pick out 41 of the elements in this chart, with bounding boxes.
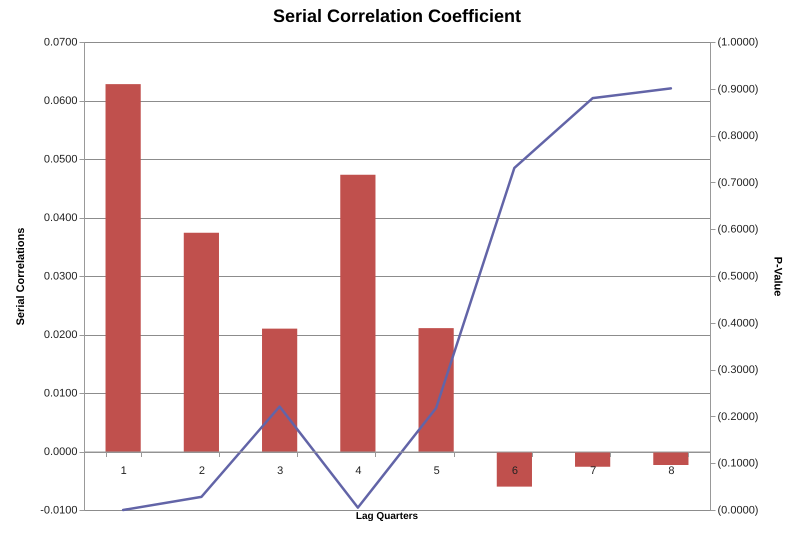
y-tick-label: 0.0400 [44,212,78,224]
bar [184,232,219,452]
y-tick-label: 0.0200 [44,329,78,341]
bar [418,328,454,452]
y2-tick-label: (0.9000) [718,83,758,96]
y-tick-label: 0.0300 [44,270,78,282]
y2-tick-label: (0.4000) [718,317,758,330]
bar [496,452,532,487]
bar [262,328,298,452]
line-series [122,87,672,512]
y2-tick-label: (0.8000) [718,130,758,142]
bar [653,452,688,465]
y2-tick-label: (0.2000) [718,410,758,423]
y-tick-label: 0.0000 [44,446,78,458]
y2-tick-label: (0.3000) [718,364,758,376]
x-axis-title: Lag Quarters [356,511,419,522]
bar [106,84,141,452]
y-axis-title: Serial Correlations [15,228,28,326]
chart-title: Serial Correlation Coefficient [272,6,522,26]
y2-tick-label: (0.0000) [718,504,758,516]
x-tick-label: 2 [198,465,205,477]
y2-tick-label: (0.6000) [718,224,758,236]
y-tick-label: 0.0100 [44,388,78,400]
bar [340,174,376,452]
y-tick-label: -0.0100 [40,504,78,516]
x-tick-label: 7 [590,465,596,477]
x-tick-label: 6 [512,465,518,477]
y2-axis-title: P-Value [771,256,784,296]
y-tick-label: 0.0500 [44,154,78,166]
x-tick-label: 3 [277,465,284,477]
y2-tick-label: (0.7000) [718,176,758,189]
y-tick-label: 0.0700 [44,36,78,48]
x-tick-label: 8 [668,465,674,477]
x-tick-label: 1 [120,465,127,477]
y2-tick-label: (0.5000) [718,270,758,282]
x-tick-label: 5 [434,465,440,477]
bar [575,452,610,467]
y-tick-label: 0.0600 [44,95,78,107]
y2-tick-label: (1.0000) [718,36,758,48]
y2-tick-label: (0.1000) [718,458,758,470]
x-tick-label: 4 [355,465,362,477]
